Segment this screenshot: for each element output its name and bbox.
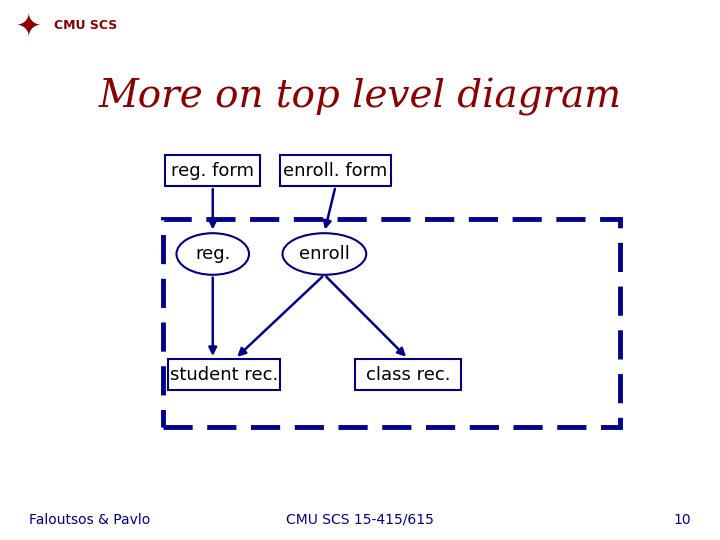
Text: enroll. form: enroll. form [284, 162, 387, 180]
FancyBboxPatch shape [168, 359, 279, 390]
Text: reg.: reg. [195, 245, 230, 263]
Text: Faloutsos & Pavlo: Faloutsos & Pavlo [29, 512, 150, 526]
Ellipse shape [176, 233, 249, 275]
Text: enroll: enroll [299, 245, 350, 263]
Text: ✦: ✦ [16, 12, 42, 42]
FancyBboxPatch shape [355, 359, 461, 390]
Text: CMU SCS 15-415/615: CMU SCS 15-415/615 [286, 512, 434, 526]
FancyBboxPatch shape [279, 155, 392, 186]
Text: CMU SCS: CMU SCS [54, 19, 117, 32]
FancyBboxPatch shape [166, 155, 260, 186]
Text: student rec.: student rec. [170, 366, 278, 383]
Text: reg. form: reg. form [171, 162, 254, 180]
Text: 10: 10 [674, 512, 691, 526]
Ellipse shape [282, 233, 366, 275]
Text: class rec.: class rec. [366, 366, 450, 383]
Text: More on top level diagram: More on top level diagram [99, 78, 621, 116]
